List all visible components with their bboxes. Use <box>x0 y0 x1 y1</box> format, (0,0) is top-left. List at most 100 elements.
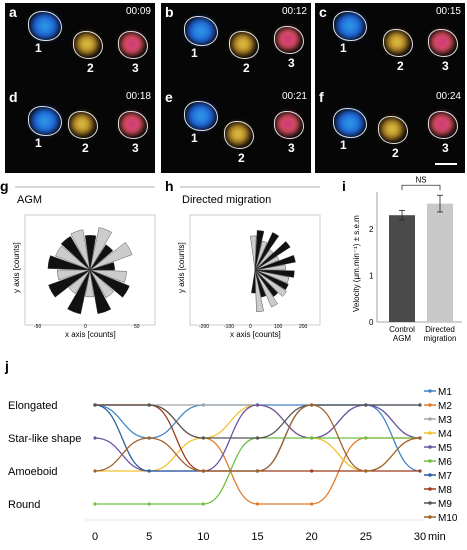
rose-wedge <box>89 262 115 271</box>
data-point <box>147 469 151 473</box>
rose-wedge <box>254 232 280 271</box>
data-point <box>364 469 368 473</box>
y-category-label: Amoeboid <box>8 466 58 478</box>
x-axis-unit: min <box>428 531 446 543</box>
data-point <box>310 436 314 440</box>
x-tick-label: -50 <box>34 324 41 330</box>
x-tick-label: 0 <box>92 531 98 543</box>
legend-marker <box>428 445 432 449</box>
rose-wedge <box>47 255 91 271</box>
rose-plot-g: g AGM y axis [counts] x axis [counts] -50 0 50 <box>0 178 156 339</box>
y-tick-label: 1 <box>369 272 374 281</box>
plot-title: AGM <box>17 194 42 206</box>
legend-marker <box>428 473 432 477</box>
x-tick-label: 0 <box>249 324 252 330</box>
plot-title: Directed migration <box>182 194 271 206</box>
micrograph-panel-c: 1 2 3 c 00:15 <box>315 3 465 88</box>
x-tick-label: 5 <box>146 531 152 543</box>
panel-letter: i <box>342 178 346 194</box>
data-point <box>364 403 368 407</box>
data-point <box>93 403 97 407</box>
cell-outline <box>118 111 148 139</box>
x-tick-label: 0 <box>84 324 87 330</box>
data-point <box>201 436 205 440</box>
legend-marker <box>428 459 432 463</box>
legend-marker <box>428 417 432 421</box>
panel-letter: f <box>319 89 324 105</box>
cell-number: 1 <box>35 136 42 150</box>
micrograph-panel-d: 1 2 3 d 00:18 <box>5 88 155 173</box>
rose-wedge <box>89 269 112 314</box>
data-point <box>201 403 205 407</box>
timestamp: 00:09 <box>125 6 151 17</box>
data-point <box>255 502 260 506</box>
legend-label: M5 <box>438 443 452 454</box>
cell-outline <box>184 101 218 131</box>
x-axis-label: x axis [counts] <box>65 330 116 339</box>
y-axis-label: y axis [counts] <box>12 242 21 293</box>
y-category-label: Round <box>8 499 40 511</box>
cell-number: 3 <box>288 141 295 155</box>
category-label: Control <box>389 325 415 334</box>
panel-letter: g <box>0 178 9 194</box>
data-point <box>93 502 97 506</box>
panel-letter: c <box>319 4 327 20</box>
rose-wedge <box>48 269 91 298</box>
cell-outline <box>383 29 413 57</box>
data-point <box>93 436 97 440</box>
micrograph-panel-f: 1 2 3 f 00:24 <box>315 88 465 173</box>
cell-outline <box>118 31 148 59</box>
cell-outline <box>274 111 304 139</box>
cell-outline <box>184 16 218 46</box>
data-point <box>255 403 260 407</box>
micrograph-panel-a: 1 2 3 a 00:09 <box>5 3 155 88</box>
rose-wedge <box>89 269 130 298</box>
rose-plot-h: h Directed migration y axis [counts] x axis… <box>165 178 321 339</box>
category-label: Directed <box>425 325 455 334</box>
data-point <box>255 436 260 440</box>
cell-number: 1 <box>340 41 347 55</box>
rose-wedge <box>85 269 94 298</box>
shape-transition-chart: j Round Amoeboid Star-like shape Elongated 0 5… <box>4 358 458 543</box>
legend-marker <box>428 389 432 393</box>
cell-outline <box>28 11 62 41</box>
rose-wedge <box>89 269 115 299</box>
panel-letter: d <box>9 89 18 105</box>
cell-outline <box>73 31 103 59</box>
cell-outline <box>68 111 98 139</box>
timestamp: 00:18 <box>125 91 151 102</box>
panel-letter: a <box>9 4 17 20</box>
timestamp: 00:12 <box>281 6 307 17</box>
rose-wedge <box>254 269 295 278</box>
data-point <box>93 469 97 473</box>
cell-number: 2 <box>243 61 250 75</box>
cell-number: 1 <box>191 131 198 145</box>
legend-marker <box>428 487 432 491</box>
cell-number: 2 <box>87 61 94 75</box>
series-line <box>95 404 421 439</box>
data-point <box>418 403 422 407</box>
significance-label: NS <box>415 175 426 184</box>
rose-wedge <box>84 235 97 271</box>
cell-outline <box>333 108 367 138</box>
cell-number: 3 <box>442 141 449 155</box>
data-point <box>418 469 422 473</box>
cell-number: 2 <box>82 141 89 155</box>
data-point <box>418 436 422 440</box>
rose-plots: g AGM y axis [counts] x axis [counts] -50 0 50… <box>0 178 321 339</box>
rose-wedge <box>57 269 91 281</box>
rose-wedge <box>254 249 274 271</box>
rose-wedge <box>254 269 289 291</box>
rose-wedge <box>254 269 264 313</box>
cell-number: 3 <box>132 61 139 75</box>
rose-wedge <box>254 269 279 297</box>
legend-label: M9 <box>438 499 452 510</box>
cell-number: 1 <box>35 41 42 55</box>
scale-bar <box>435 163 457 165</box>
timestamp: 00:15 <box>435 6 461 17</box>
y-category-label: Elongated <box>8 400 58 412</box>
x-tick-label: 200 <box>299 324 308 330</box>
x-tick-label: 100 <box>274 324 283 330</box>
panel-letter: j <box>4 358 9 374</box>
x-tick-label: 30 <box>414 531 426 543</box>
